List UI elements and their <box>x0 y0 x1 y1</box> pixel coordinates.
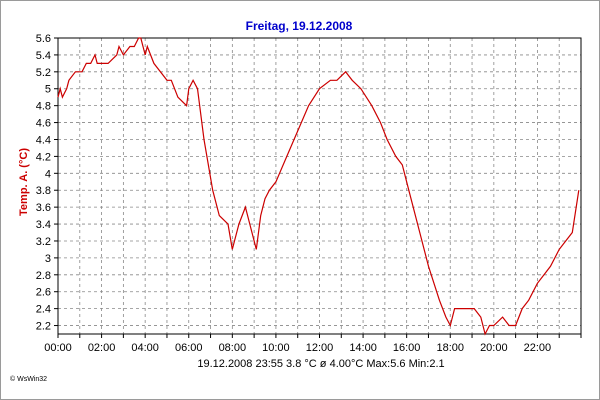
x-tick-label: 14:00 <box>349 342 377 354</box>
y-tick-label: 4.8 <box>36 101 51 113</box>
y-tick-label: 4.6 <box>36 118 51 130</box>
temperature-series-line <box>57 37 580 336</box>
x-tick-label: 08:00 <box>219 342 247 354</box>
y-tick-label: 5.6 <box>36 33 51 45</box>
x-tick-label: 10:00 <box>262 342 290 354</box>
y-tick-label: 5.2 <box>36 67 51 79</box>
y-tick-label: 2.2 <box>36 321 51 333</box>
x-tick-label: 12:00 <box>306 342 334 354</box>
y-tick-label: 3.6 <box>36 202 51 214</box>
x-tick-label: 06:00 <box>175 342 203 354</box>
y-tick-label: 5 <box>45 84 51 96</box>
x-tick-label: 20:00 <box>480 342 508 354</box>
y-tick-label: 3.2 <box>36 236 51 248</box>
x-tick-label: 18:00 <box>436 342 464 354</box>
x-tick-label: 02:00 <box>88 342 116 354</box>
chart-title: Freitag, 19.12.2008 <box>246 19 353 33</box>
y-tick-label: 4.4 <box>36 134 51 146</box>
y-tick-label: 5.4 <box>36 50 51 62</box>
y-tick-label: 2.8 <box>36 270 51 282</box>
y-tick-label: 3 <box>45 253 51 265</box>
grid <box>54 37 582 338</box>
summary-line: 19.12.2008 23:55 3.8 °C ø 4.00°C Max:5.6… <box>197 358 444 370</box>
y-axis-label: Temp. A. (°C) <box>18 148 30 216</box>
y-tick-label: 3.4 <box>36 219 51 231</box>
y-tick-label: 4 <box>45 168 51 180</box>
x-tick-labels: 00:00 02:00 04:00 06:00 08:00 10:00 12:00 14:00… <box>44 342 551 354</box>
x-tick-label: 16:00 <box>393 342 421 354</box>
plot-area <box>57 37 582 335</box>
y-tick-label: 3.8 <box>36 185 51 197</box>
y-tick-labels: 2.2 2.4 2.6 2.8 3 3.2 3.4 3.6 3.8 4 4.2 4.4 4.6 4.8 5 5… <box>36 33 51 333</box>
y-tick-label: 2.6 <box>36 287 51 299</box>
y-tick-label: 2.4 <box>36 304 51 316</box>
x-tick-label: 04:00 <box>131 342 159 354</box>
x-tick-label: 22:00 <box>524 342 552 354</box>
footer-credit: © WsWin32 <box>10 375 47 383</box>
y-tick-label: 4.2 <box>36 151 51 163</box>
x-tick-label: 00:00 <box>44 342 72 354</box>
